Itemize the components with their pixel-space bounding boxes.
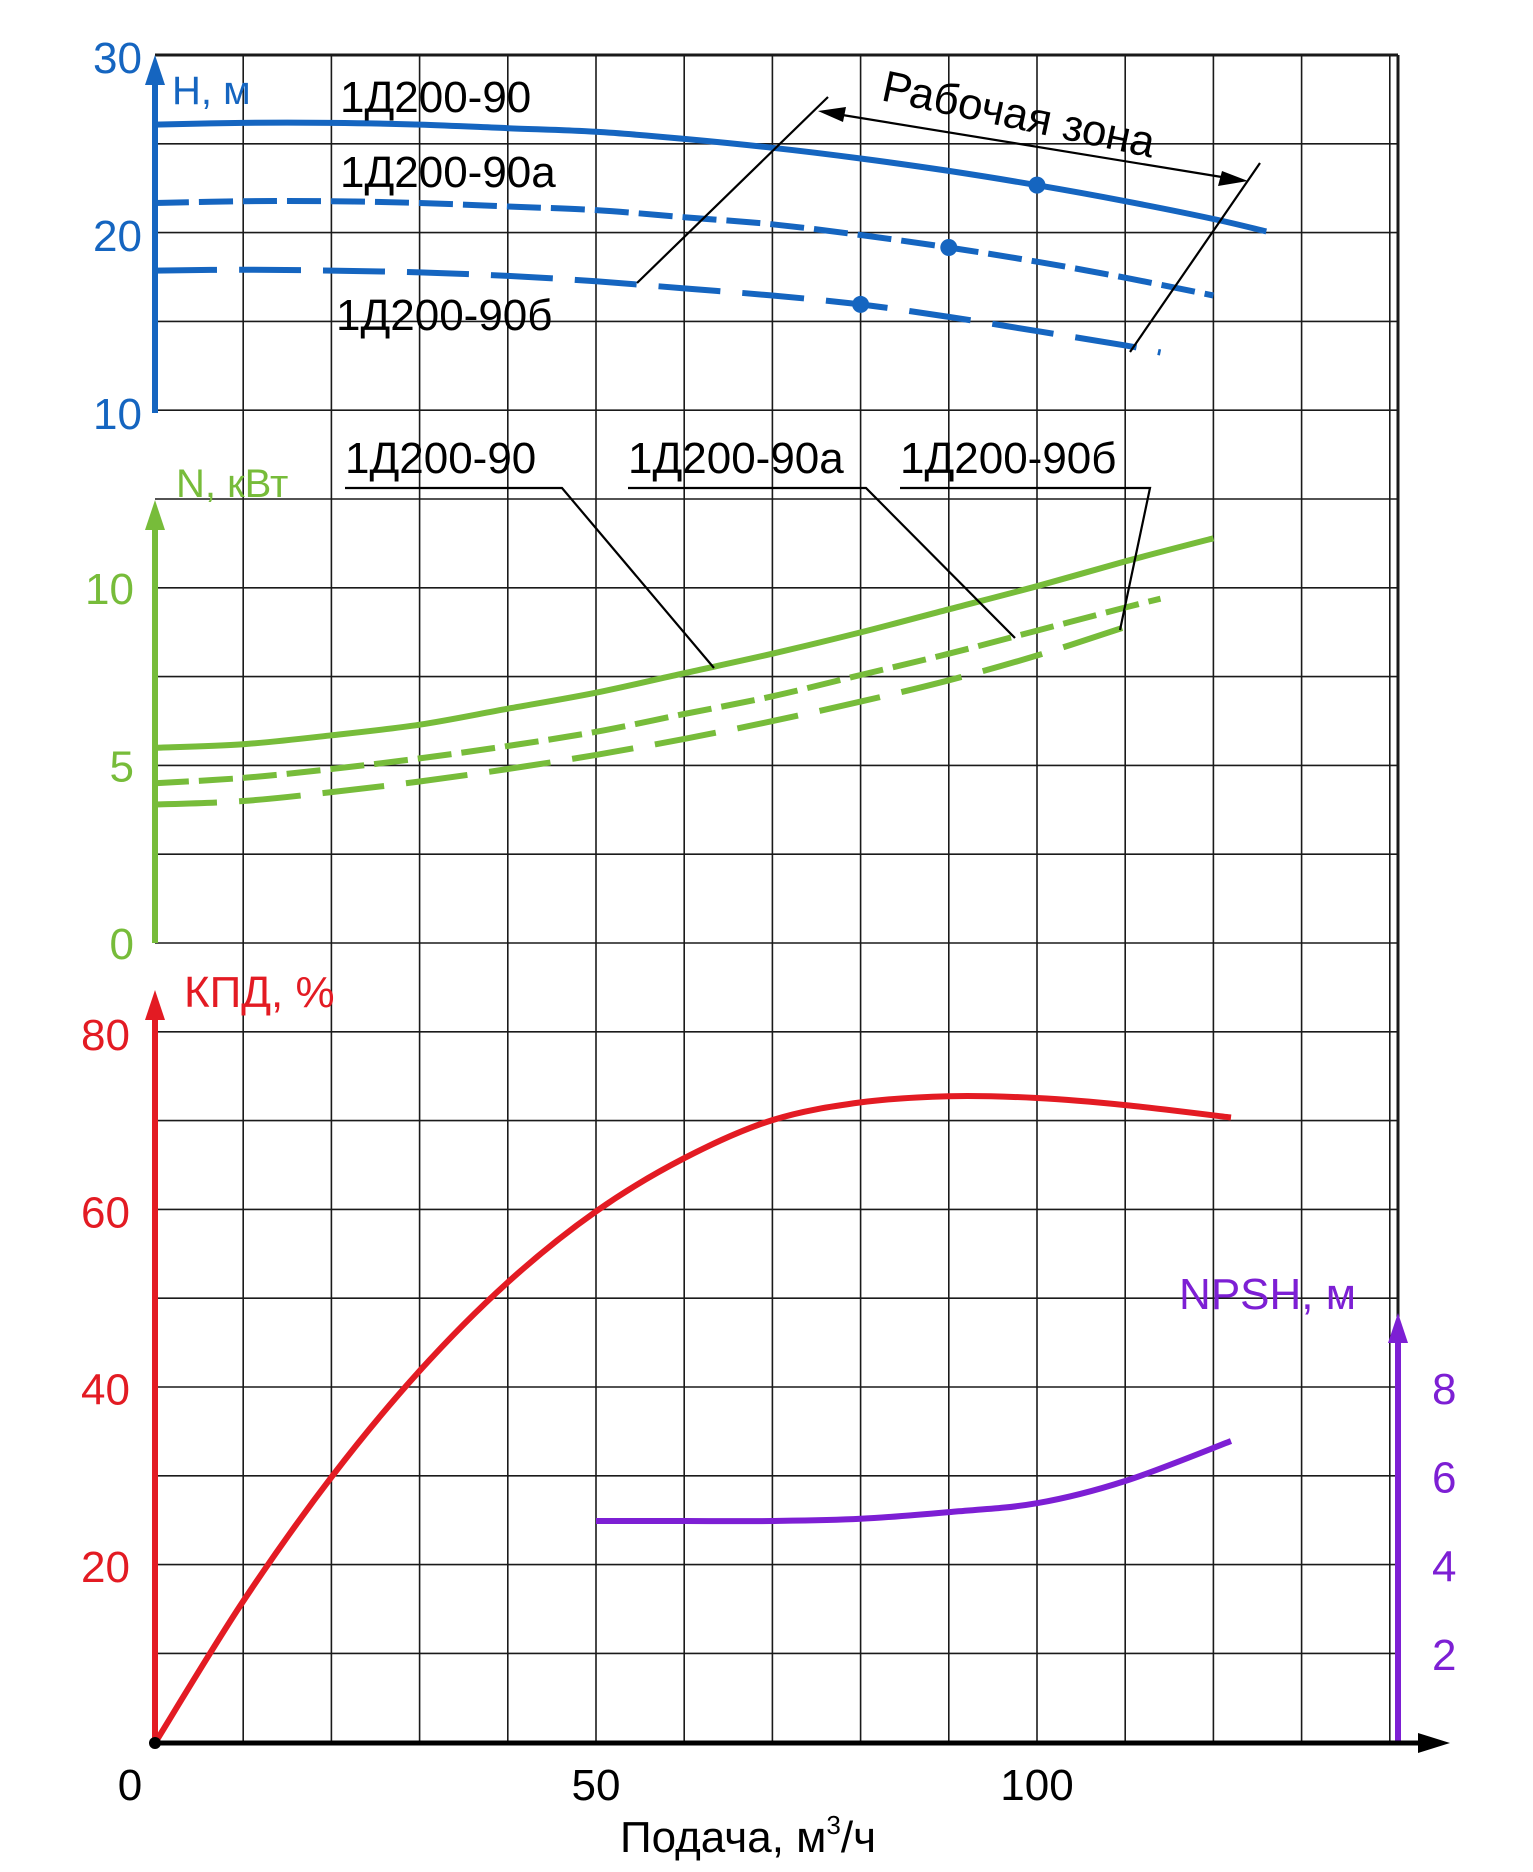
efficiency-tick-label: 40 — [81, 1366, 130, 1415]
npsh-tick-label: 2 — [1432, 1631, 1456, 1680]
power-curve-1 — [154, 535, 1215, 751]
head-marker-2 — [940, 238, 958, 256]
working-zone-left-boundary — [636, 96, 829, 284]
head-label-series-1: 1Д200-90 — [340, 73, 531, 122]
efficiency-tick-label: 80 — [81, 1011, 130, 1060]
working-zone-annotation: Рабочая зона — [878, 62, 1160, 168]
head-label-series-2: 1Д200-90а — [340, 148, 556, 197]
head-tick-label: 30 — [93, 34, 142, 83]
efficiency-tick-label: 20 — [81, 1543, 130, 1592]
head-tick-label: 20 — [93, 212, 142, 261]
power-tick-label: 0 — [110, 920, 134, 969]
curves — [152, 96, 1267, 1745]
x-tick-label: 100 — [1000, 1761, 1073, 1810]
power-axis-label: N, кВт — [176, 462, 288, 506]
working-zone-arrow-line — [823, 110, 1241, 182]
efficiency-axis-label: КПД, % — [184, 968, 335, 1017]
head-label-series-3: 1Д200-90б — [336, 291, 552, 340]
head-curve-2 — [154, 197, 1214, 299]
head-marker-1 — [1028, 176, 1046, 194]
npsh-curve-1 — [596, 1438, 1233, 1525]
efficiency-curve-1 — [152, 1092, 1232, 1745]
working-zone-arrowhead-left — [818, 107, 846, 122]
power-curve-2 — [154, 595, 1162, 787]
power-tick-label: 10 — [85, 565, 134, 614]
head-axis-label: H, м — [172, 69, 251, 113]
x-axis-label: Подача, м3/ч — [620, 1810, 876, 1862]
working-zone-arrowhead-right — [1218, 171, 1248, 186]
power-label-series-1: 1Д200-90 — [345, 434, 536, 483]
power-tick-label: 5 — [110, 743, 134, 792]
x-axis-origin-dot — [149, 1737, 161, 1749]
head-tick-label: 10 — [93, 390, 142, 439]
efficiency-axis-arrow — [145, 990, 165, 1020]
npsh-tick-label: 4 — [1432, 1542, 1456, 1591]
head-curve-3 — [154, 266, 1162, 356]
npsh-tick-label: 8 — [1432, 1365, 1456, 1414]
efficiency-tick-label: 60 — [81, 1188, 130, 1237]
x-tick-label: 0 — [118, 1761, 142, 1810]
grid — [155, 53, 1400, 1743]
x-axis-label-tail: /ч — [841, 1813, 876, 1862]
head-curve-1 — [154, 119, 1267, 235]
power-label-series-3: 1Д200-90б — [900, 434, 1116, 483]
npsh-axis-label: NPSH, м — [1179, 1270, 1356, 1319]
x-axis-arrow — [1418, 1733, 1450, 1753]
power-curve-3 — [154, 624, 1127, 808]
npsh-tick-label: 6 — [1432, 1454, 1456, 1503]
x-axis-label-sup: 3 — [826, 1810, 840, 1840]
npsh-axis-arrow — [1388, 1313, 1408, 1343]
head-marker-3 — [852, 295, 870, 313]
power-label-series-2: 1Д200-90а — [628, 434, 844, 483]
x-tick-label: 50 — [572, 1761, 621, 1810]
power-axis-arrow — [145, 500, 165, 530]
power-leader-1 — [345, 486, 715, 669]
working-zone-right-boundary — [1129, 162, 1261, 353]
x-axis-label-main: Подача, м — [620, 1813, 826, 1862]
head-axis-arrow — [145, 55, 165, 85]
labels: H, м N, кВт КПД, % NPSH, м 1Д200-90 1Д20… — [172, 62, 1356, 1862]
power-leader-3 — [900, 486, 1152, 631]
power-leader-2 — [628, 486, 1016, 639]
